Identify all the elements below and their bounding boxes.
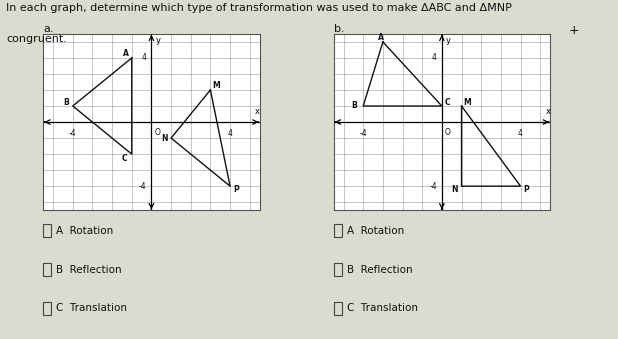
Text: a.: a. [43, 24, 54, 34]
Text: C  Translation: C Translation [347, 303, 418, 314]
Text: M: M [213, 81, 220, 91]
Text: C: C [122, 154, 128, 163]
Text: 4: 4 [432, 54, 437, 62]
Text: A  Rotation: A Rotation [347, 225, 404, 236]
Text: x: x [546, 107, 551, 116]
Text: A: A [123, 49, 129, 58]
Text: +: + [569, 24, 579, 37]
Text: A  Rotation: A Rotation [56, 225, 114, 236]
Text: B  Reflection: B Reflection [347, 264, 412, 275]
Text: y: y [446, 36, 451, 45]
Text: N: N [161, 134, 167, 143]
Text: -4: -4 [69, 129, 77, 138]
Text: P: P [523, 185, 529, 194]
Text: y: y [155, 36, 160, 45]
Text: O: O [445, 128, 451, 137]
Text: 4: 4 [518, 129, 523, 138]
Text: In each graph, determine which type of transformation was used to make ΔABC and : In each graph, determine which type of t… [6, 3, 512, 13]
Text: O: O [154, 128, 160, 137]
Text: 4: 4 [227, 129, 232, 138]
Text: M: M [464, 98, 472, 107]
Text: -4: -4 [139, 182, 146, 191]
Text: -4: -4 [360, 129, 367, 138]
Text: C  Translation: C Translation [56, 303, 127, 314]
Text: B  Reflection: B Reflection [56, 264, 122, 275]
Text: P: P [233, 185, 239, 194]
Text: B: B [352, 101, 357, 110]
Text: -4: -4 [430, 182, 437, 191]
Text: C: C [445, 98, 451, 106]
Text: N: N [451, 185, 458, 194]
Text: x: x [255, 107, 260, 116]
Text: congruent.: congruent. [6, 34, 67, 44]
Text: B: B [63, 98, 69, 106]
Text: 4: 4 [142, 54, 146, 62]
Text: A: A [378, 33, 384, 42]
Text: b.: b. [334, 24, 344, 34]
